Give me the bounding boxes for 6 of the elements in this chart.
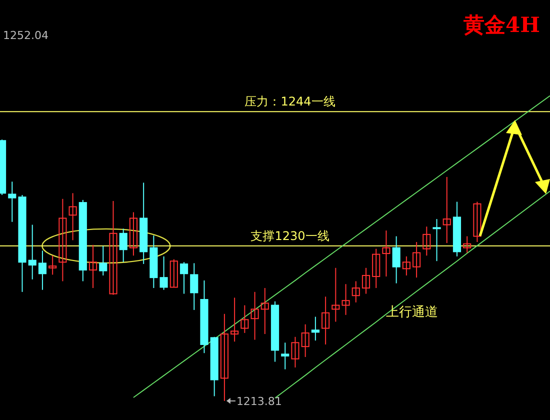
annotation: 上行通道 bbox=[386, 305, 438, 320]
text: 1252.04 bbox=[3, 29, 48, 42]
annotation: 1213.81 bbox=[236, 394, 282, 408]
ref-line-label: 压力：1244一线 bbox=[244, 94, 336, 109]
chart-title: 黄金4H bbox=[462, 12, 540, 37]
ref-line-label: 支撑1230一线 bbox=[250, 228, 330, 243]
